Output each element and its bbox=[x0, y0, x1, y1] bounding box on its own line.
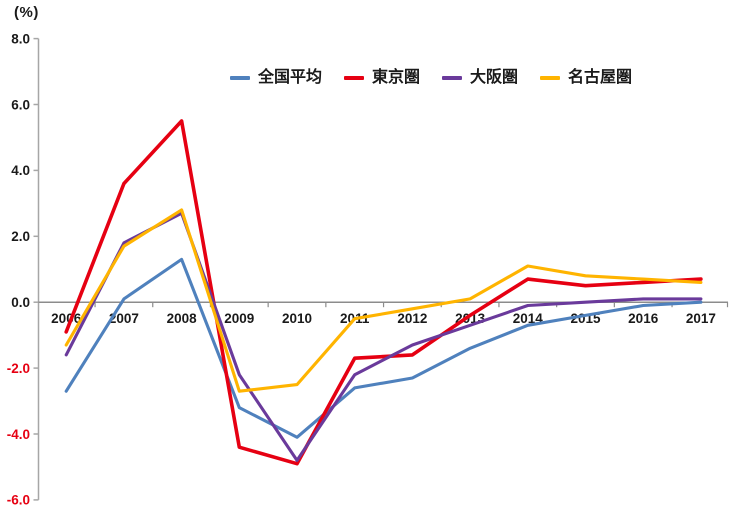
series-line-1 bbox=[64, 119, 703, 466]
y-tick-label: 8.0 bbox=[11, 31, 30, 46]
y-axis-unit-label: (%) bbox=[14, 4, 39, 21]
x-tick-label: 2017 bbox=[686, 311, 716, 326]
y-tick-label: -6.0 bbox=[7, 493, 30, 508]
legend-swatch bbox=[540, 76, 561, 80]
chart-legend: 全国平均 東京圏 大阪圏 名古屋圏 bbox=[230, 68, 632, 88]
legend-label: 名古屋圏 bbox=[568, 69, 633, 86]
legend-swatch bbox=[442, 76, 463, 80]
y-tick-label: -4.0 bbox=[7, 427, 30, 442]
legend-item-1: 東京圏 bbox=[344, 70, 420, 86]
legend-label: 全国平均 bbox=[258, 69, 323, 86]
legend-swatch bbox=[344, 76, 365, 80]
series-line-2 bbox=[64, 211, 703, 462]
y-tick-label: 0.0 bbox=[11, 295, 30, 310]
y-tick-label: -2.0 bbox=[7, 361, 30, 376]
x-tick-label: 2012 bbox=[397, 311, 427, 326]
y-tick-label: 2.0 bbox=[11, 229, 30, 244]
x-tick-label: 2007 bbox=[109, 311, 139, 326]
series-line-0 bbox=[64, 257, 703, 439]
series-line-3 bbox=[64, 208, 703, 393]
x-tick-label: 2010 bbox=[282, 311, 312, 326]
legend-label: 大阪圏 bbox=[470, 69, 519, 86]
legend-item-2: 大阪圏 bbox=[442, 70, 518, 86]
x-tick-label: 2008 bbox=[167, 311, 198, 326]
legend-swatch bbox=[230, 76, 250, 80]
x-tick-label: 2016 bbox=[628, 311, 659, 326]
legend-item-3: 名古屋圏 bbox=[540, 70, 632, 86]
legend-item-0: 全国平均 bbox=[230, 70, 322, 86]
y-tick-label: 4.0 bbox=[11, 163, 30, 178]
y-tick-label: 6.0 bbox=[11, 97, 30, 112]
legend-label: 東京圏 bbox=[372, 69, 421, 86]
x-tick-label: 2009 bbox=[224, 311, 254, 326]
